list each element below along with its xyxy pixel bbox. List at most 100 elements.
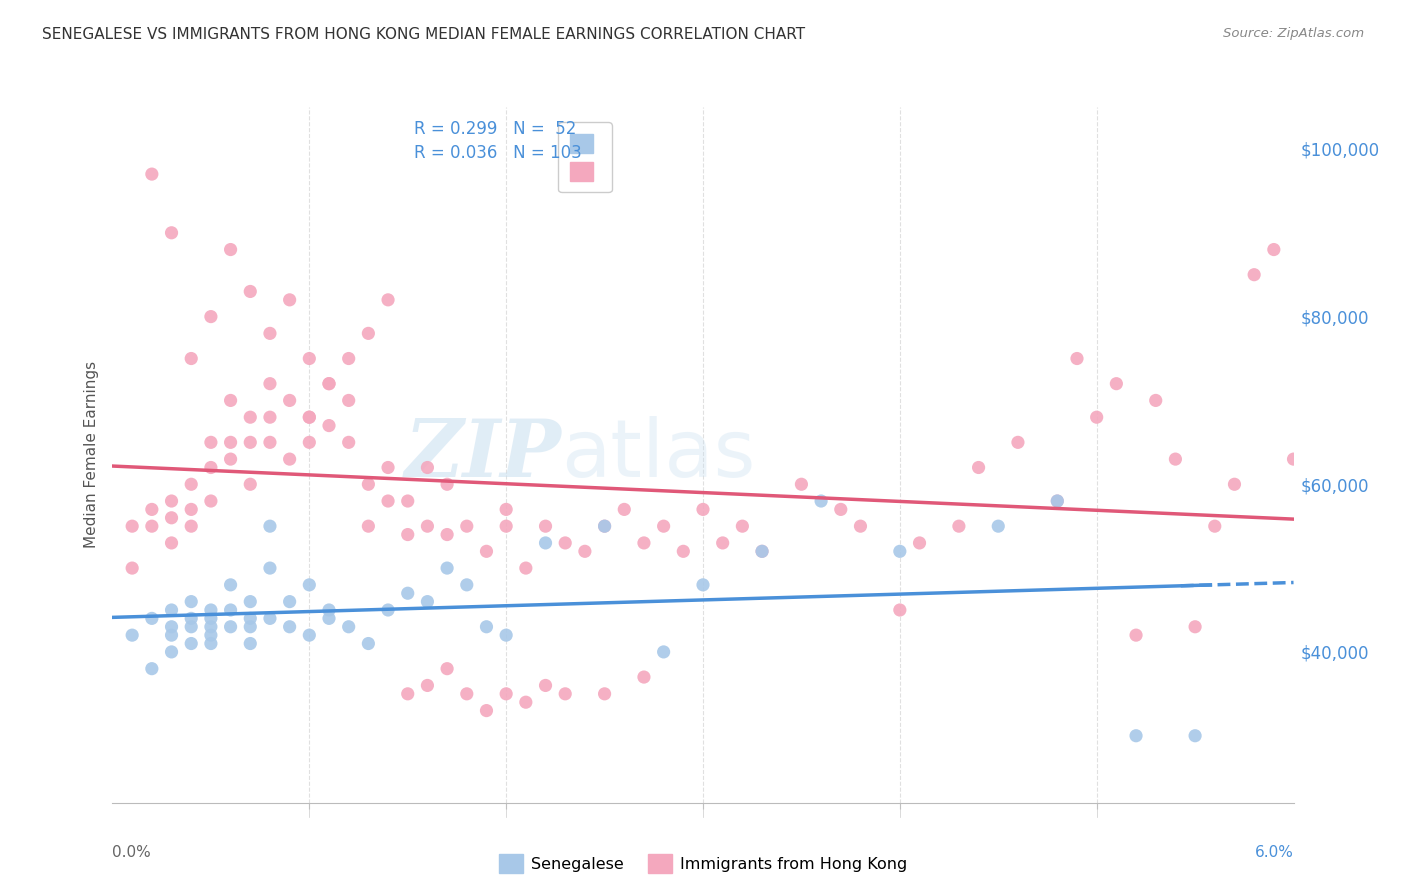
Point [298, 410, 321, 425]
Point [160, 510, 183, 524]
Point [396, 494, 419, 508]
Point [141, 519, 163, 533]
Point [219, 620, 242, 634]
Point [180, 620, 202, 634]
Point [1125, 628, 1147, 642]
Point [1046, 494, 1069, 508]
Point [337, 435, 360, 450]
Point [633, 536, 655, 550]
Point [180, 502, 202, 516]
Point [180, 594, 202, 608]
Point [495, 519, 517, 533]
Point [554, 536, 576, 550]
Point [436, 561, 458, 575]
Point [1105, 376, 1128, 391]
Point [515, 561, 537, 575]
Point [534, 678, 557, 692]
Point [200, 310, 222, 324]
Point [456, 687, 478, 701]
Point [751, 544, 773, 558]
Point [790, 477, 813, 491]
Point [751, 544, 773, 558]
Point [278, 293, 301, 307]
Legend: Senegalese, Immigrants from Hong Kong: Senegalese, Immigrants from Hong Kong [492, 847, 914, 880]
Point [396, 586, 419, 600]
Point [1007, 435, 1029, 450]
Point [239, 285, 262, 299]
Point [515, 695, 537, 709]
Point [948, 519, 970, 533]
Point [810, 494, 832, 508]
Point [180, 611, 202, 625]
Point [141, 662, 163, 676]
Point [495, 502, 517, 516]
Point [259, 376, 281, 391]
Point [239, 620, 262, 634]
Point [200, 620, 222, 634]
Point [219, 243, 242, 257]
Point [1046, 494, 1069, 508]
Point [613, 502, 636, 516]
Point [1125, 729, 1147, 743]
Point [475, 704, 498, 718]
Point [259, 435, 281, 450]
Point [200, 636, 222, 650]
Text: R = 0.299   N =  52: R = 0.299 N = 52 [413, 120, 576, 138]
Point [318, 376, 340, 391]
Point [160, 536, 183, 550]
Point [259, 410, 281, 425]
Point [672, 544, 695, 558]
Point [200, 460, 222, 475]
Point [180, 519, 202, 533]
Point [416, 594, 439, 608]
Point [436, 662, 458, 676]
Point [219, 578, 242, 592]
Point [1184, 620, 1206, 634]
Text: Source: ZipAtlas.com: Source: ZipAtlas.com [1223, 27, 1364, 40]
Point [416, 678, 439, 692]
Point [711, 536, 734, 550]
Point [219, 452, 242, 467]
Point [259, 561, 281, 575]
Point [337, 620, 360, 634]
Point [200, 435, 222, 450]
Point [259, 611, 281, 625]
Point [200, 628, 222, 642]
Point [456, 578, 478, 592]
Point [593, 519, 616, 533]
Point [475, 620, 498, 634]
Point [141, 167, 163, 181]
Point [160, 226, 183, 240]
Point [239, 410, 262, 425]
Point [396, 527, 419, 541]
Point [239, 594, 262, 608]
Point [849, 519, 872, 533]
Text: atlas: atlas [561, 416, 755, 494]
Point [1223, 477, 1246, 491]
Point [278, 594, 301, 608]
Point [318, 603, 340, 617]
Point [908, 536, 931, 550]
Point [554, 687, 576, 701]
Point [830, 502, 852, 516]
Point [416, 460, 439, 475]
Point [298, 628, 321, 642]
Point [160, 494, 183, 508]
Point [318, 418, 340, 433]
Text: ZIP: ZIP [405, 417, 561, 493]
Point [731, 519, 754, 533]
Point [652, 645, 675, 659]
Point [436, 527, 458, 541]
Point [377, 460, 399, 475]
Point [121, 561, 143, 575]
Point [1243, 268, 1265, 282]
Point [574, 544, 596, 558]
Point [160, 628, 183, 642]
Point [495, 687, 517, 701]
Point [475, 544, 498, 558]
Point [239, 611, 262, 625]
Point [239, 435, 262, 450]
Point [377, 293, 399, 307]
Point [1263, 243, 1285, 257]
Legend: , : , [558, 122, 612, 193]
